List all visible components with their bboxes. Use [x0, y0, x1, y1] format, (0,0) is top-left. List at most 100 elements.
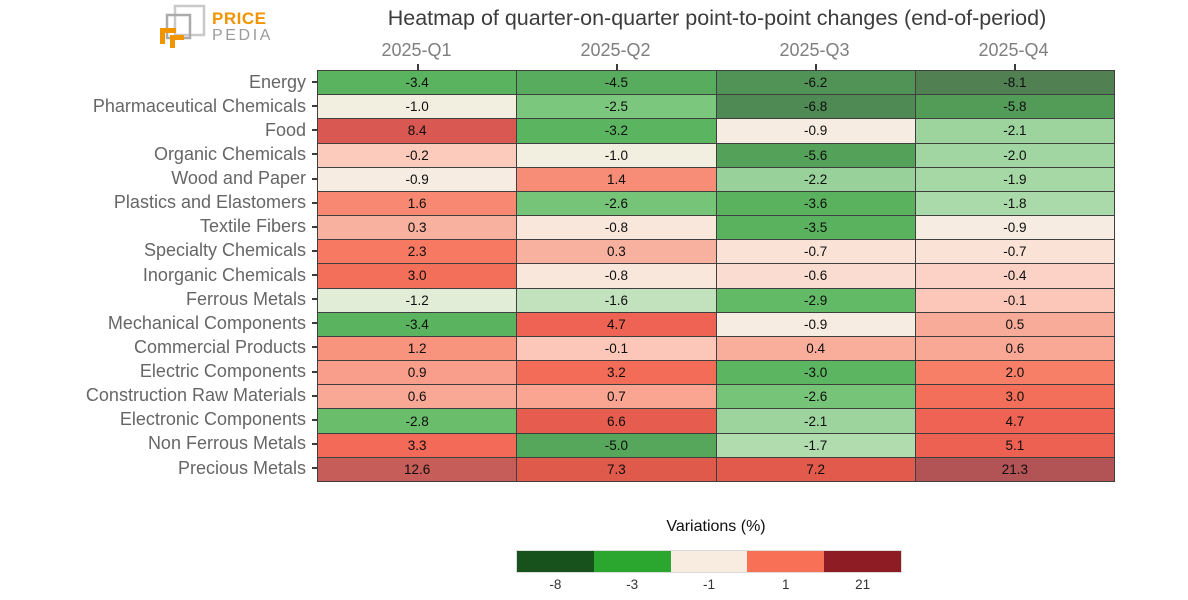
heatmap-cell: -0.8 — [517, 264, 716, 288]
heatmap-cell: 3.2 — [517, 361, 716, 385]
legend-tick-label: -1 — [702, 577, 715, 592]
heatmap-cell: -1.0 — [517, 143, 716, 167]
legend-title: Variations (%) — [666, 518, 766, 535]
logo-text-pedia: PEDIA — [212, 26, 274, 44]
heatmap-cell: 12.6 — [318, 457, 517, 481]
heatmap-cell: -3.0 — [716, 361, 915, 385]
row-label: Non Ferrous Metals — [0, 432, 317, 456]
heatmap-cell: -3.4 — [318, 71, 517, 95]
column-header: 2025-Q4 — [914, 40, 1113, 70]
heatmap-cell: 1.6 — [318, 191, 517, 216]
colorbar-segment — [593, 551, 671, 572]
logo-text-price: PRICE — [212, 9, 267, 28]
row-label: Commercial Products — [0, 335, 317, 359]
heatmap-cell: -2.5 — [517, 95, 716, 119]
heatmap-cell: -1.7 — [716, 433, 915, 457]
heatmap-cell: -2.0 — [915, 143, 1114, 167]
row-label: Pharmaceutical Chemicals — [0, 94, 317, 118]
row-label: Textile Fibers — [0, 215, 317, 239]
column-header: 2025-Q1 — [317, 40, 516, 70]
heatmap-cell: -3.5 — [716, 216, 915, 240]
row-label: Plastics and Elastomers — [0, 191, 317, 215]
pricepedia-logo: PRICE PEDIA — [158, 4, 273, 48]
heatmap-cell: -5.8 — [915, 95, 1114, 119]
row-label: Construction Raw Materials — [0, 384, 317, 408]
heatmap-cell: -5.0 — [517, 433, 716, 457]
heatmap-cell: 8.4 — [318, 119, 517, 143]
heatmap-cell: 7.2 — [716, 457, 915, 481]
row-label: Electronic Components — [0, 408, 317, 432]
heatmap-cell: -2.1 — [716, 409, 915, 433]
heatmap-cell: 0.4 — [716, 336, 915, 361]
heatmap-cell: -1.0 — [318, 95, 517, 119]
row-label: Food — [0, 118, 317, 142]
colorbar-segment — [670, 551, 748, 572]
heatmap-cell: -0.6 — [716, 264, 915, 288]
heatmap-cell: -2.1 — [915, 119, 1114, 143]
heatmap-cell: 4.7 — [517, 312, 716, 336]
heatmap-cell: -0.9 — [716, 119, 915, 143]
heatmap-cell: 3.3 — [318, 433, 517, 457]
heatmap-cell: -0.1 — [915, 288, 1114, 312]
heatmap-cell: 3.0 — [318, 264, 517, 288]
heatmap-cell: 0.6 — [915, 336, 1114, 361]
row-label: Mechanical Components — [0, 311, 317, 335]
heatmap-cell: -2.6 — [716, 385, 915, 409]
pricepedia-logo-icon — [158, 4, 208, 48]
row-label: Organic Chemicals — [0, 142, 317, 166]
heatmap-cell: -3.6 — [716, 191, 915, 216]
heatmap-cell: -0.2 — [318, 143, 517, 167]
heatmap-cell: -0.9 — [318, 167, 517, 191]
heatmap-cell: 1.2 — [318, 336, 517, 361]
heatmap-cell: 1.4 — [517, 167, 716, 191]
heatmap-cell: 2.3 — [318, 240, 517, 264]
heatmap-cell: -6.2 — [716, 71, 915, 95]
heatmap-cell: -0.9 — [915, 216, 1114, 240]
heatmap-cell: -0.8 — [517, 216, 716, 240]
row-label: Precious Metals — [0, 456, 317, 480]
heatmap-cell: -5.6 — [716, 143, 915, 167]
heatmap-cell: 7.3 — [517, 457, 716, 481]
row-label: Energy — [0, 70, 317, 94]
heatmap-cell: 0.3 — [517, 240, 716, 264]
legend-tick-labels: -8 -3 -1 1 21 — [517, 577, 901, 592]
heatmap-cell: -1.8 — [915, 191, 1114, 216]
heatmap-cell: -3.2 — [517, 119, 716, 143]
row-label: Electric Components — [0, 360, 317, 384]
colorbar — [516, 550, 902, 573]
colorbar-segment — [824, 551, 901, 572]
heatmap-cell: -4.5 — [517, 71, 716, 95]
heatmap-cell: -2.9 — [716, 288, 915, 312]
heatmap-cell: -3.4 — [318, 312, 517, 336]
heatmap-cell: -1.6 — [517, 288, 716, 312]
heatmap-cell: -0.4 — [915, 264, 1114, 288]
colorbar-segment — [747, 551, 825, 572]
row-label: Specialty Chemicals — [0, 239, 317, 263]
heatmap-cell: 0.9 — [318, 361, 517, 385]
heatmap-cell: -1.9 — [915, 167, 1114, 191]
legend-tick-label: -8 — [549, 577, 562, 592]
legend-tick-label: -3 — [626, 577, 639, 592]
heatmap-cell: -0.1 — [517, 336, 716, 361]
heatmap-cell: 0.7 — [517, 385, 716, 409]
column-header: 2025-Q3 — [715, 40, 914, 70]
heatmap-cell: 0.6 — [318, 385, 517, 409]
heatmap-cell: -8.1 — [915, 71, 1114, 95]
heatmap-cell: -2.6 — [517, 191, 716, 216]
heatmap-cell: 4.7 — [915, 409, 1114, 433]
heatmap-cell: -0.7 — [716, 240, 915, 264]
heatmap-cell: 0.5 — [915, 312, 1114, 336]
legend-tick-label: 21 — [855, 577, 871, 592]
heatmap-cell: 5.1 — [915, 433, 1114, 457]
row-labels: Energy Pharmaceutical Chemicals Food Organi… — [0, 70, 317, 480]
heatmap-cell: 0.3 — [318, 216, 517, 240]
column-headers: 2025-Q1 2025-Q2 2025-Q3 2025-Q4 — [317, 40, 1113, 70]
heatmap-cell: -6.8 — [716, 95, 915, 119]
chart-title: Heatmap of quarter-on-quarter point-to-p… — [387, 6, 1047, 30]
heatmap-cell: -2.2 — [716, 167, 915, 191]
row-label: Wood and Paper — [0, 167, 317, 191]
heatmap-cell: -1.2 — [318, 288, 517, 312]
heatmap-cell: 3.0 — [915, 385, 1114, 409]
colorbar-segment — [517, 551, 594, 572]
